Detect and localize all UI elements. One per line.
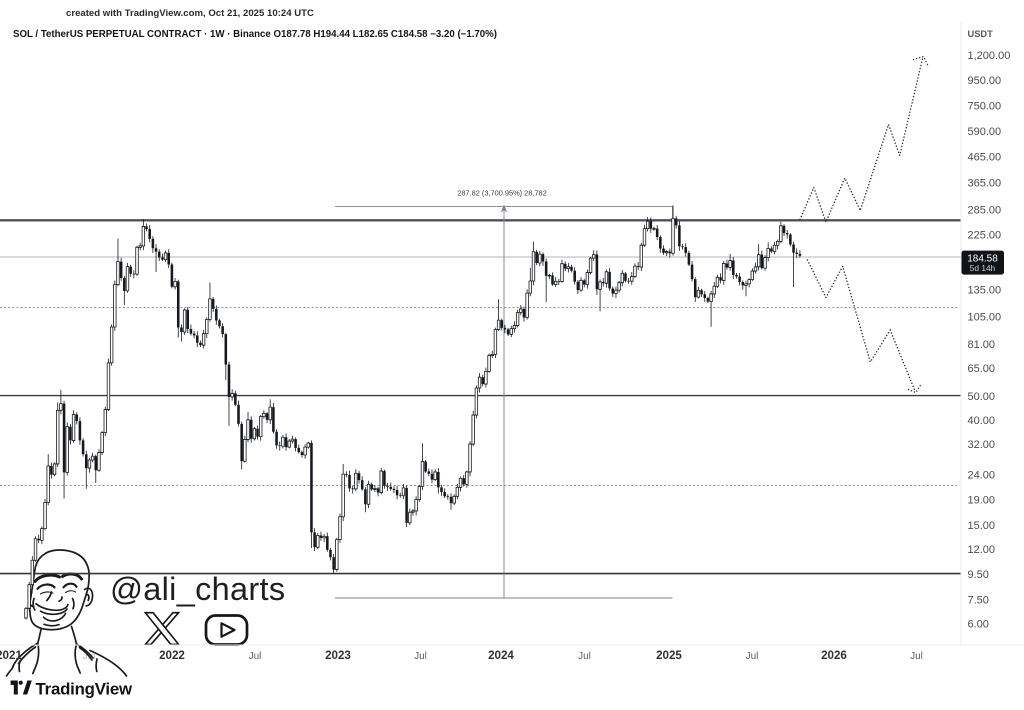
svg-text:365.00: 365.00 xyxy=(968,178,1002,190)
svg-text:184.58: 184.58 xyxy=(967,254,998,265)
svg-text:465.00: 465.00 xyxy=(968,152,1002,164)
svg-text:Jul: Jul xyxy=(910,651,923,662)
svg-text:9.50: 9.50 xyxy=(968,569,989,581)
svg-text:225.00: 225.00 xyxy=(968,230,1002,242)
svg-text:USDT: USDT xyxy=(968,29,994,39)
svg-text:12.00: 12.00 xyxy=(968,544,996,556)
svg-text:750.00: 750.00 xyxy=(968,101,1002,113)
svg-text:7.50: 7.50 xyxy=(968,595,989,607)
svg-text:Jul: Jul xyxy=(83,651,96,662)
svg-text:81.00: 81.00 xyxy=(968,339,996,351)
svg-text:5d 14h: 5d 14h xyxy=(970,263,996,273)
svg-text:105.00: 105.00 xyxy=(968,311,1002,323)
svg-text:Jul: Jul xyxy=(414,651,427,662)
svg-text:24.00: 24.00 xyxy=(968,470,996,482)
svg-text:19.00: 19.00 xyxy=(968,495,996,507)
svg-text:Jul: Jul xyxy=(746,651,759,662)
svg-text:65.00: 65.00 xyxy=(968,363,996,375)
svg-text:2024: 2024 xyxy=(488,649,514,662)
svg-text:40.00: 40.00 xyxy=(968,415,996,427)
svg-text:SOL / TetherUS PERPETUAL CONTR: SOL / TetherUS PERPETUAL CONTRACT · 1W ·… xyxy=(13,29,497,40)
svg-text:287.82 (3,700.95%) 28,782: 287.82 (3,700.95%) 28,782 xyxy=(457,188,547,197)
svg-text:TradingView: TradingView xyxy=(36,680,133,699)
svg-text:Jul: Jul xyxy=(578,651,591,662)
svg-text:@ali_charts: @ali_charts xyxy=(110,571,285,607)
svg-text:2023: 2023 xyxy=(325,649,351,662)
svg-text:2022: 2022 xyxy=(159,649,185,662)
svg-text:50.00: 50.00 xyxy=(968,391,996,403)
svg-text:2025: 2025 xyxy=(656,649,682,662)
svg-text:2021: 2021 xyxy=(0,649,22,662)
svg-text:15.00: 15.00 xyxy=(968,520,996,532)
svg-text:285.00: 285.00 xyxy=(968,204,1002,216)
svg-text:590.00: 590.00 xyxy=(968,126,1002,138)
svg-text:2026: 2026 xyxy=(821,649,847,662)
svg-text:32.00: 32.00 xyxy=(968,439,996,451)
svg-text:950.00: 950.00 xyxy=(968,75,1002,87)
svg-text:created with TradingView.com,: created with TradingView.com, Oct 21, 20… xyxy=(66,8,314,19)
svg-text:Jul: Jul xyxy=(249,651,262,662)
svg-text:6.00: 6.00 xyxy=(968,618,989,630)
svg-text:1,200.00: 1,200.00 xyxy=(968,50,1011,62)
svg-text:135.00: 135.00 xyxy=(968,284,1002,296)
